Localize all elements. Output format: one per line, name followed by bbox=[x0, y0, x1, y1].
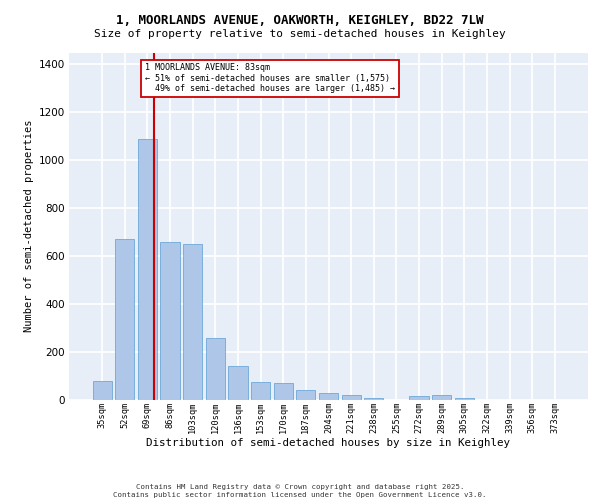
Bar bbox=[251, 382, 270, 400]
Bar bbox=[341, 394, 361, 400]
Text: Size of property relative to semi-detached houses in Keighley: Size of property relative to semi-detach… bbox=[94, 29, 506, 39]
Bar bbox=[455, 398, 474, 400]
Bar bbox=[138, 139, 157, 400]
Bar bbox=[183, 244, 202, 400]
Y-axis label: Number of semi-detached properties: Number of semi-detached properties bbox=[25, 120, 34, 332]
Bar bbox=[229, 366, 248, 400]
Text: 1 MOORLANDS AVENUE: 83sqm
← 51% of semi-detached houses are smaller (1,575)
  49: 1 MOORLANDS AVENUE: 83sqm ← 51% of semi-… bbox=[145, 64, 395, 93]
X-axis label: Distribution of semi-detached houses by size in Keighley: Distribution of semi-detached houses by … bbox=[146, 438, 511, 448]
Bar bbox=[274, 383, 293, 400]
Bar bbox=[206, 338, 225, 400]
Text: Contains HM Land Registry data © Crown copyright and database right 2025.
Contai: Contains HM Land Registry data © Crown c… bbox=[113, 484, 487, 498]
Bar bbox=[115, 240, 134, 400]
Bar bbox=[319, 393, 338, 400]
Bar bbox=[409, 396, 428, 400]
Bar bbox=[92, 381, 112, 400]
Bar bbox=[432, 395, 451, 400]
Bar bbox=[160, 242, 180, 400]
Bar bbox=[364, 398, 383, 400]
Text: 1, MOORLANDS AVENUE, OAKWORTH, KEIGHLEY, BD22 7LW: 1, MOORLANDS AVENUE, OAKWORTH, KEIGHLEY,… bbox=[116, 14, 484, 27]
Bar bbox=[296, 390, 316, 400]
